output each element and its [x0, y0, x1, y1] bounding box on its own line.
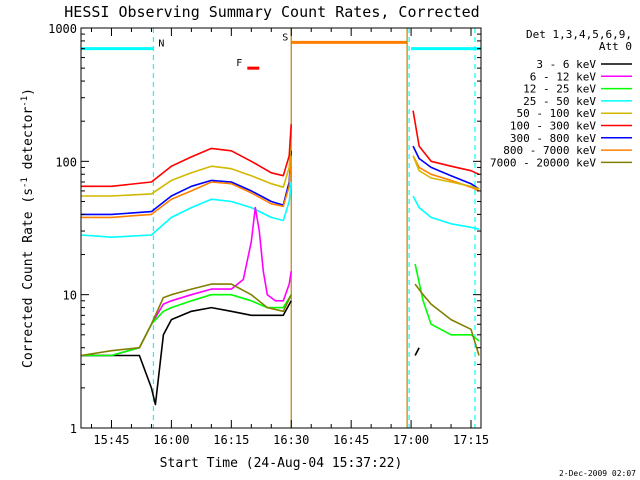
y-axis-label-sup1: -1 — [20, 177, 30, 188]
flag-label-N: N — [158, 39, 164, 50]
legend-label: 7000 - 20000 keV — [490, 156, 596, 169]
y-tick-label: 1000 — [48, 22, 77, 36]
y-axis-label-main: Corrected Count Rate (s — [21, 188, 36, 368]
footer-date: 2-Dec-2009 02:07 — [559, 469, 636, 478]
x-tick-label: 16:00 — [153, 433, 189, 447]
x-tick-label: 15:45 — [93, 433, 129, 447]
legend-label: 100 - 300 keV — [510, 120, 596, 133]
series-line-0 — [81, 300, 420, 406]
series-line-7 — [81, 155, 480, 219]
series-line-6 — [81, 145, 480, 216]
vertical-markers — [152, 28, 476, 428]
legend-title-line1: Det 1,3,4,5,6,9, — [526, 28, 632, 41]
x-axis-ticks: 15:45 16:00 16:15 16:30 16:45 17:00 17:15 — [91, 28, 489, 447]
plot-frame — [80, 27, 482, 429]
legend-label: 300 - 800 keV — [510, 132, 596, 145]
series-line-1 — [81, 206, 292, 357]
legend-label: 25 - 50 keV — [523, 95, 596, 108]
x-tick-label: 16:15 — [213, 433, 249, 447]
series-line-3 — [81, 181, 480, 238]
y-axis-label-mid: detector — [21, 107, 36, 178]
legend-label: 12 - 25 keV — [523, 83, 596, 96]
y-tick-label: 1 — [70, 422, 77, 436]
y-tick-label: 10 — [63, 289, 77, 303]
y-axis-ticks: 1 10 100 1000 — [48, 22, 481, 436]
series-line-5 — [81, 110, 480, 188]
legend-label: 3 - 6 keV — [536, 58, 596, 71]
y-axis-label-end: ) — [21, 88, 36, 96]
x-tick-label: 17:15 — [453, 433, 489, 447]
legend-label: 800 - 7000 keV — [503, 144, 596, 157]
flag-label-F: F — [236, 58, 242, 69]
y-axis-label-sup2: -1 — [20, 96, 30, 107]
data-series — [80, 110, 480, 406]
legend-label: 50 - 100 keV — [517, 107, 597, 120]
chart-title: HESSI Observing Summary Count Rates, Cor… — [64, 3, 479, 21]
x-axis-label: Start Time (24-Aug-04 15:37:22) — [160, 456, 403, 471]
legend-label: 6 - 12 keV — [530, 70, 597, 83]
x-tick-label: 16:45 — [333, 433, 369, 447]
series-line-8 — [80, 283, 480, 357]
series-line-2 — [81, 263, 480, 357]
legend-title-line2: Att 0 — [599, 40, 632, 53]
series-line-4 — [81, 137, 480, 197]
y-axis-label: Corrected Count Rate (s-1 detector-1) — [20, 88, 36, 368]
x-tick-label: 17:00 — [393, 433, 429, 447]
observing-flags: N S F — [81, 32, 481, 70]
x-tick-label: 16:30 — [273, 433, 309, 447]
flag-label-S: S — [282, 32, 288, 43]
y-tick-label: 100 — [55, 155, 77, 169]
